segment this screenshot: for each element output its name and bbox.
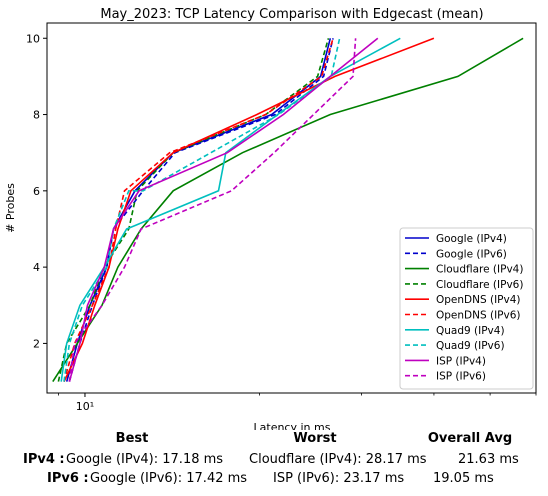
legend-label: Quad9 (IPv4) [436, 325, 505, 337]
legend-label: OpenDNS (IPv6) [436, 310, 521, 322]
series-line-isp-ipv6 [68, 38, 357, 382]
latency-chart: May_2023: TCP Latency Comparison with Ed… [4, 7, 537, 430]
worst-header: Worst [293, 431, 337, 446]
series-line-opendns-ipv4 [63, 37, 435, 382]
x-axis-label: Latency in ms [254, 421, 331, 430]
series-line-cloudflare-ipv4 [52, 37, 524, 383]
legend: Google (IPv4) Google (IPv6) Cloudflare (IP… [399, 227, 534, 390]
best-header: Best [115, 431, 149, 446]
ipv6-best: Google (IPv6): 17.42 ms [90, 471, 248, 486]
series-line-cloudflare-ipv6 [57, 38, 330, 382]
y-tick-label: 6 [33, 185, 40, 198]
legend-label: Cloudflare (IPv6) [436, 279, 523, 291]
legend-label: Quad9 (IPv6) [436, 340, 505, 352]
legend-label: ISP (IPv4) [436, 355, 486, 367]
legend-box [399, 227, 534, 390]
legend-label: Google (IPv4) [436, 233, 507, 245]
ipv4-best: Google (IPv4): 17.18 ms [66, 452, 224, 467]
legend-label: Cloudflare (IPv4) [436, 264, 523, 276]
series-line-google-ipv6 [68, 38, 334, 382]
y-axis: 2 4 6 8 10 [26, 32, 47, 350]
y-tick-label: 10 [26, 32, 40, 45]
series-line-quad9-ipv4 [60, 37, 401, 382]
ipv6-worst: ISP (IPv6): 23.17 ms [273, 471, 405, 486]
y-tick-label: 8 [33, 109, 40, 122]
series-line-quad9-ipv6 [63, 38, 341, 382]
avg-header: Overall Avg [427, 431, 513, 446]
ipv4-avg: 21.63 ms [458, 452, 519, 467]
ipv6-avg: 19.05 ms [433, 471, 494, 486]
ipv4-label: IPv4 : [23, 452, 65, 467]
legend-label: OpenDNS (IPv4) [436, 294, 521, 306]
series-line-opendns-ipv6 [63, 38, 334, 382]
y-axis-label: # Probes [4, 183, 17, 233]
series-line-isp-ipv4 [68, 37, 379, 382]
x-tick-label: 10¹ [76, 400, 94, 413]
legend-label: Google (IPv6) [436, 248, 507, 260]
ipv6-label: IPv6 : [47, 471, 89, 486]
chart-title: May_2023: TCP Latency Comparison with Ed… [100, 7, 483, 22]
legend-label: ISP (IPv6) [436, 371, 486, 383]
series-line-google-ipv4 [65, 38, 332, 382]
plot-area [52, 37, 524, 383]
x-axis: 10¹ [58, 393, 537, 413]
y-tick-label: 2 [33, 337, 40, 350]
ipv4-worst: Cloudflare (IPv4): 28.17 ms [249, 452, 427, 467]
y-tick-label: 4 [33, 261, 40, 274]
plot-frame [46, 22, 537, 394]
